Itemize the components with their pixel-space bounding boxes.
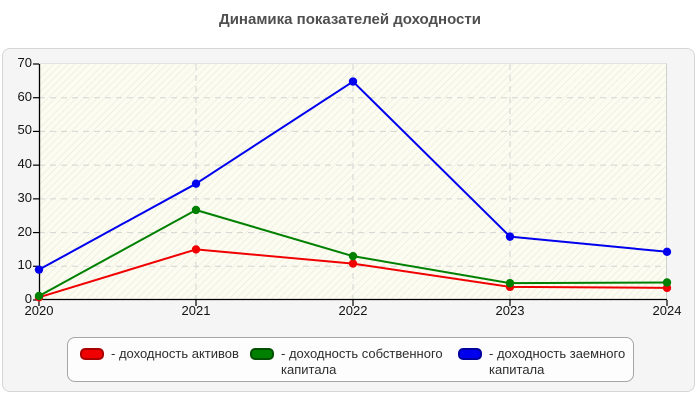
x-tick-label: 2024 xyxy=(652,303,682,318)
legend-swatch xyxy=(80,348,104,360)
y-tick-label: 10 xyxy=(17,257,32,273)
legend-label: - доходность активов xyxy=(111,346,239,361)
y-tick-label: 60 xyxy=(17,88,32,104)
data-point xyxy=(191,245,201,254)
data-point xyxy=(348,259,358,268)
data-point xyxy=(662,278,672,287)
legend-item: - доходность собственного капитала xyxy=(250,346,457,378)
chart-legend: - доходность активов - доходность собстве… xyxy=(67,337,634,382)
legend-item: - доходность заемного капитала xyxy=(458,346,633,378)
data-point xyxy=(191,179,201,188)
legend-swatch xyxy=(250,348,274,360)
data-point xyxy=(348,251,358,261)
data-point xyxy=(348,77,358,86)
y-tick-label: 70 xyxy=(17,55,32,70)
data-point xyxy=(191,205,201,215)
chart-title: Динамика показателей доходности xyxy=(219,11,481,28)
plot-area xyxy=(33,63,672,306)
y-tick-label: 30 xyxy=(17,189,32,205)
data-point xyxy=(505,232,515,241)
x-tick-label: 2020 xyxy=(24,303,54,318)
x-tick-label: 2022 xyxy=(338,303,368,318)
y-tick-label: 40 xyxy=(17,156,32,172)
y-tick-label: 20 xyxy=(17,223,32,239)
legend-label: - доходность собственного капитала xyxy=(281,346,443,377)
legend-label: - доходность заемного капитала xyxy=(489,346,626,377)
legend-item: - доходность активов xyxy=(80,346,239,362)
data-point xyxy=(662,247,672,256)
y-tick-label: 0 xyxy=(24,291,32,306)
x-tick-label: 2021 xyxy=(181,303,211,318)
chart-panel: 0 10 20 30 40 50 60 70 2020 2021 2022 2023 2024 - д… xyxy=(2,48,695,392)
profitability-line-chart xyxy=(33,63,672,306)
y-tick-label: 50 xyxy=(17,122,32,138)
legend-swatch xyxy=(458,348,482,360)
x-tick-label: 2023 xyxy=(495,303,525,318)
data-point xyxy=(34,291,44,301)
data-point xyxy=(34,265,44,274)
data-point xyxy=(505,278,515,288)
